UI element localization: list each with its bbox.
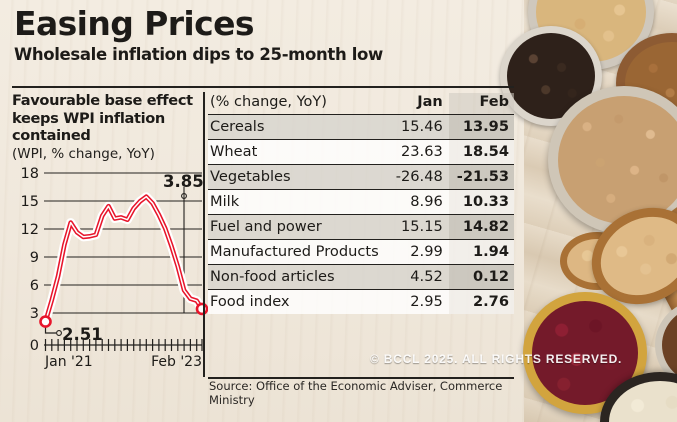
cell-cereals-feb: 13.95 (448, 114, 514, 140)
row-label-food-index: Food index (208, 289, 392, 314)
table-row: Wheat 23.63 18.54 (208, 139, 514, 165)
chart-canvas: 18 15 12 9 6 3 0 (12, 165, 208, 371)
ytick-12: 12 (21, 222, 39, 238)
xtick-start-label: Jan '21 (44, 354, 93, 370)
source-note: Source: Office of the Economic Adviser, … (209, 379, 503, 407)
cell-milk-feb: 10.33 (448, 189, 514, 215)
row-label-manufactured-products: Manufactured Products (208, 239, 392, 265)
start-value-label: 2.51 (62, 325, 103, 344)
table-caption: (% change, YoY) (210, 94, 327, 110)
chart-panel: Favourable base effect keeps WPI inflati… (12, 92, 208, 371)
chart-y-axis-labels: 18 15 12 9 6 3 0 (21, 166, 39, 354)
cell-non-food-articles-jan: 4.52 (391, 264, 449, 290)
cell-cereals-jan: 15.46 (391, 114, 449, 140)
chart-units-label: (WPI, % change, YoY) (12, 145, 155, 162)
chart-title: Favourable base effect keeps WPI inflati… (12, 92, 193, 144)
cell-vegetables-feb: -21.53 (448, 164, 514, 190)
table-body: Cereals 15.46 13.95 Wheat 23.63 18.54 Ve… (208, 114, 514, 314)
row-label-non-food-articles: Non-food articles (208, 264, 392, 290)
xtick-end-label: Feb '23 (151, 354, 202, 370)
header: Easing Prices Wholesale inflation dips t… (14, 4, 514, 65)
start-point-marker (39, 314, 52, 328)
column-header-jan: Jan (417, 94, 443, 110)
table-row: Milk 8.96 10.33 (208, 189, 514, 215)
start-callout-dot (56, 329, 62, 336)
row-label-wheat: Wheat (208, 139, 392, 165)
chart-table-divider (203, 92, 205, 377)
cell-manufactured-products-jan: 2.99 (391, 239, 449, 265)
end-point-marker (195, 302, 208, 315)
inflation-table-panel: (% change, YoY) Jan Feb Cereals 15.46 13… (208, 93, 514, 314)
cell-wheat-jan: 23.63 (391, 139, 449, 165)
ytick-15: 15 (21, 194, 39, 210)
cell-vegetables-jan: -26.48 (391, 164, 449, 190)
cell-manufactured-products-feb: 1.94 (448, 239, 514, 265)
column-header-feb: Feb (448, 93, 514, 115)
table-row: Non-food articles 4.52 0.12 (208, 264, 514, 290)
chart-x-axis (44, 338, 203, 351)
ytick-3: 3 (30, 306, 39, 322)
dark-seed-bowl-icon (500, 26, 602, 126)
flaxseed-bowl-icon (655, 300, 677, 390)
wpi-line-halo (41, 191, 207, 326)
table-row: Vegetables -26.48 -21.53 (208, 164, 514, 190)
page-subtitle: Wholesale inflation dips to 25-month low (14, 45, 383, 64)
cell-wheat-feb: 18.54 (448, 139, 514, 165)
ytick-18: 18 (21, 166, 39, 182)
table-row: Manufactured Products 2.99 1.94 (208, 239, 514, 265)
table-header-row: (% change, YoY) Jan Feb (208, 93, 514, 115)
wpi-line-chart: 18 15 12 9 6 3 0 (21, 166, 208, 370)
header-divider (12, 86, 514, 88)
wpi-line-inner-highlight (44, 195, 203, 322)
cell-food-index-feb: 2.76 (448, 289, 514, 314)
cell-food-index-jan: 2.95 (391, 289, 449, 314)
table-row: Food index 2.95 2.76 (208, 289, 514, 314)
table-row: Fuel and power 15.15 14.82 (208, 214, 514, 240)
page-title: Easing Prices (14, 4, 255, 43)
row-label-cereals: Cereals (208, 114, 392, 140)
cell-milk-jan: 8.96 (391, 189, 449, 215)
ytick-6: 6 (30, 278, 39, 294)
end-callout-dot (181, 192, 187, 199)
table-head: (% change, YoY) Jan Feb (208, 93, 514, 115)
table-bottom-divider (208, 377, 514, 379)
table-row: Cereals 15.46 13.95 (208, 114, 514, 140)
row-label-milk: Milk (208, 189, 392, 215)
cell-fuel-and-power-jan: 15.15 (391, 214, 449, 240)
ytick-0: 0 (30, 338, 39, 354)
end-value-label: 3.85 (163, 172, 204, 191)
row-label-fuel-and-power: Fuel and power (208, 214, 392, 240)
cell-fuel-and-power-feb: 14.82 (448, 214, 514, 240)
row-label-vegetables: Vegetables (208, 164, 392, 190)
ytick-9: 9 (30, 250, 39, 266)
cell-non-food-articles-feb: 0.12 (448, 264, 514, 290)
inflation-table: (% change, YoY) Jan Feb Cereals 15.46 13… (208, 93, 514, 314)
